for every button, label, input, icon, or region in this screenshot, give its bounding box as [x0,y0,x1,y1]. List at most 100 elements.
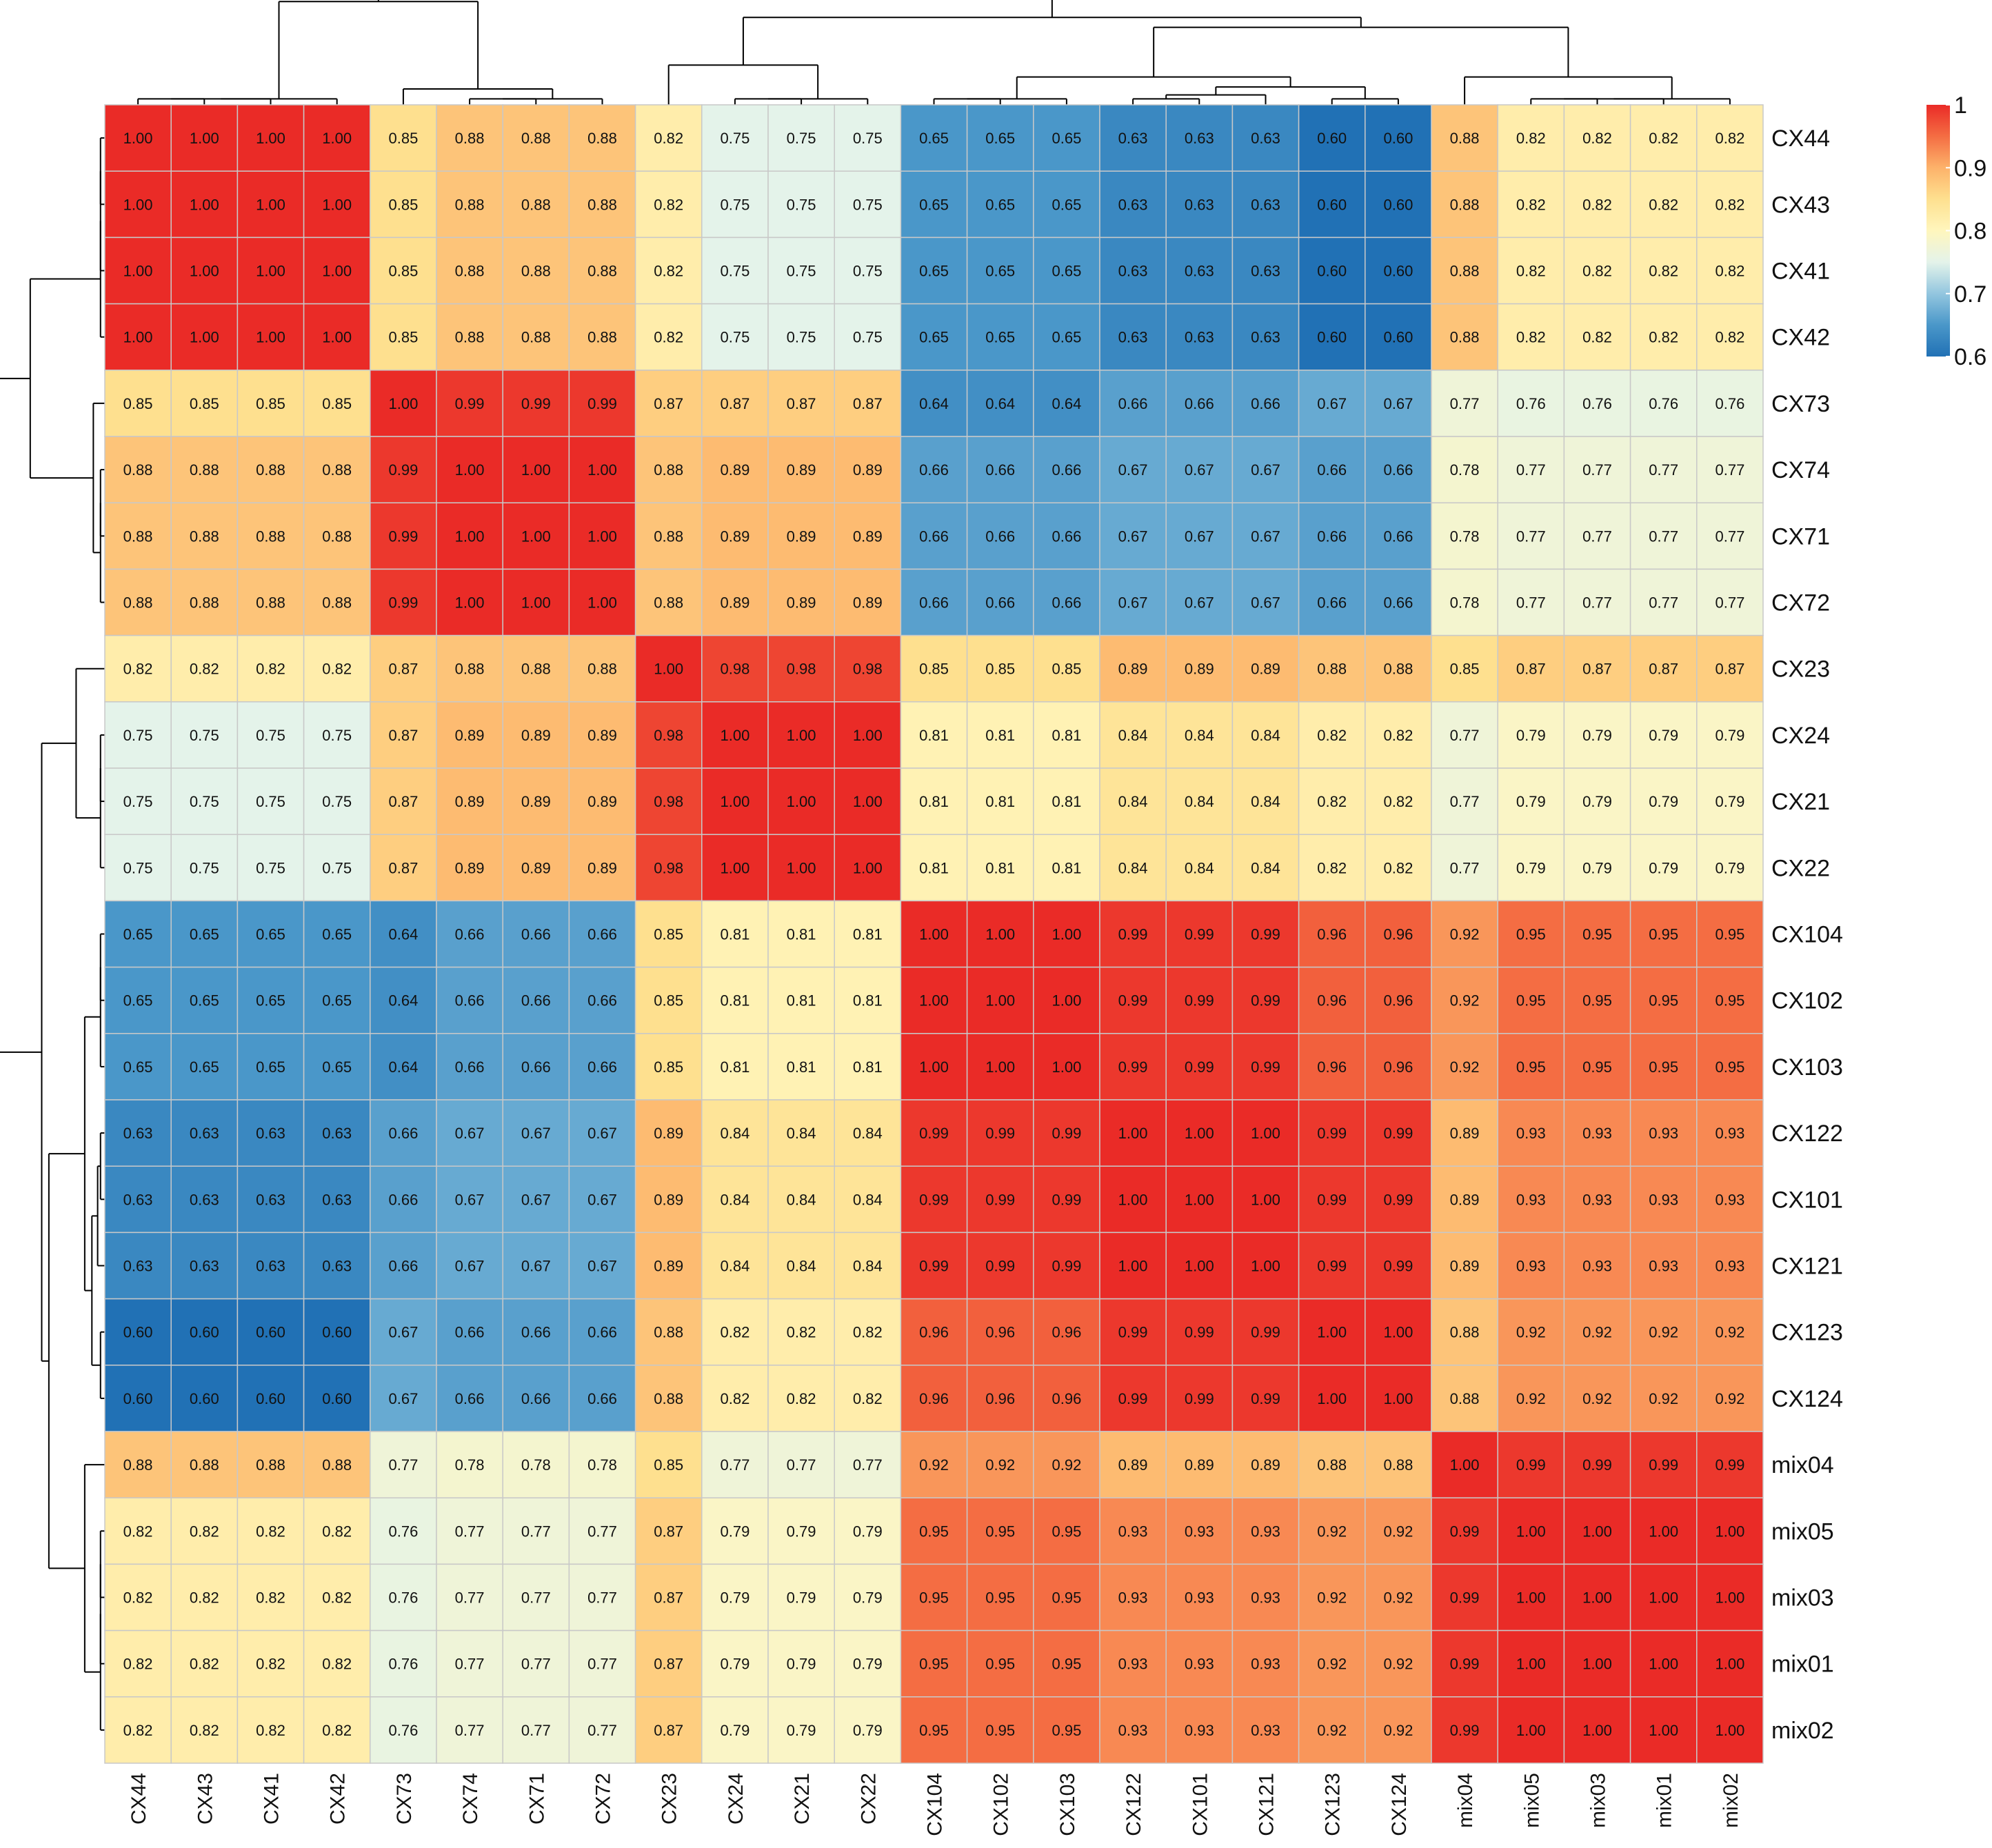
column-label: CX123 [1322,1773,1345,1836]
cell-value-label: 0.88 [1383,1456,1413,1474]
cell-value-label: 0.63 [190,1125,219,1142]
cell-value-label: 0.93 [1516,1258,1546,1275]
cell-value-label: 0.96 [919,1390,949,1407]
heatmap-cell [634,568,703,636]
cell-value-label: 0.82 [1516,196,1546,213]
row-label: CX22 [1771,855,1830,881]
cell-value-label: 0.89 [455,727,485,744]
cell-value-label: 0.77 [1450,793,1480,810]
heatmap-cell [104,1497,172,1565]
cell-value-label: 0.89 [1251,1456,1280,1474]
heatmap-cell [701,767,769,835]
cell-value-label: 0.99 [919,1258,949,1275]
heatmap-cell [370,1563,437,1631]
cell-value-label: 0.93 [1251,1656,1280,1673]
heatmap-cell [767,1298,835,1366]
heatmap-cell [170,1431,239,1498]
heatmap-cell [104,1563,172,1631]
cell-value-label: 1.00 [1251,1125,1280,1142]
cell-value-label: 0.76 [388,1722,418,1739]
heatmap-cell [1563,701,1631,769]
cell-value-label: 0.67 [388,1390,418,1407]
cell-value-label: 0.67 [587,1191,617,1208]
heatmap-cell [701,104,769,172]
cell-value-label: 1.00 [587,594,617,612]
heatmap-cell [1099,1563,1167,1631]
heatmap-cell [170,568,239,636]
heatmap-cell [1563,568,1631,636]
cell-value-label: 0.60 [1383,263,1413,280]
cell-value-label: 0.66 [919,461,949,479]
heatmap-cell [1231,966,1300,1034]
cell-value-label: 0.66 [1052,528,1081,545]
cell-value-label: 0.99 [1317,1191,1347,1208]
column-label: CX22 [857,1773,880,1825]
cell-value-label: 0.79 [720,1656,749,1673]
cell-value-label: 0.92 [919,1456,949,1474]
cell-value-label: 1.00 [1251,1191,1280,1208]
heatmap-cell [104,634,172,703]
cell-value-label: 0.89 [853,461,883,479]
cell-value-label: 0.95 [1582,1058,1612,1076]
heatmap-cell [1231,1099,1300,1167]
heatmap-cell [1431,104,1498,172]
column-label: mix03 [1587,1773,1610,1828]
cell-value-label: 1.00 [521,594,551,612]
row-dendrogram [0,137,105,1731]
heatmap-cell [900,900,968,968]
cell-value-label: 0.82 [1715,196,1744,213]
column-label: CX42 [327,1773,350,1825]
cell-value-label: 0.77 [1649,528,1678,545]
heatmap-cell [436,701,503,769]
heatmap-cell [303,1099,371,1167]
row-label: CX72 [1771,590,1830,616]
cell-value-label: 0.92 [985,1456,1015,1474]
heatmap-cell [104,1165,172,1234]
cell-value-label: 0.85 [388,329,418,346]
heatmap-cell [966,502,1034,570]
cell-value-label: 1.00 [1450,1456,1480,1474]
heatmap-cell [1231,1298,1300,1366]
heatmap-cell [900,1033,968,1101]
cell-value-label: 0.88 [1317,1456,1347,1474]
cell-value-label: 0.82 [787,1324,816,1341]
cell-value-label: 0.85 [1052,661,1081,678]
heatmap-cell [1629,1365,1698,1432]
heatmap-cell [1099,767,1167,835]
heatmap-cell [1696,1563,1764,1631]
cell-value-label: 0.84 [1251,793,1280,810]
cell-value-label: 0.77 [1715,594,1744,612]
cell-value-label: 0.99 [985,1191,1015,1208]
cell-value-label: 0.63 [123,1191,153,1208]
heatmap-cell [1629,568,1698,636]
cell-value-label: 0.77 [455,1523,485,1540]
heatmap-cell [436,966,503,1034]
cell-value-label: 0.63 [1185,130,1214,147]
heatmap-cell [104,1431,172,1498]
heatmap-cell [104,1629,172,1698]
cell-value-label: 0.81 [853,926,883,943]
cell-value-label: 0.77 [1582,594,1612,612]
cell-value-label: 0.76 [388,1523,418,1540]
cell-value-label: 0.92 [1383,1656,1413,1673]
heatmap-cell [370,1696,437,1764]
cell-value-label: 0.99 [1185,992,1214,1010]
cell-value-label: 0.99 [1450,1722,1480,1739]
cell-value-label: 0.95 [1649,926,1678,943]
cell-value-label: 1.00 [1052,992,1081,1010]
heatmap-cell [1099,502,1167,570]
heatmap-cell [1165,1033,1234,1101]
row-label: mix02 [1771,1718,1834,1744]
row-label: CX73 [1771,391,1830,417]
cell-value-label: 0.65 [322,992,352,1010]
cell-value-label: 1.00 [587,528,617,545]
heatmap-cell [1497,1232,1565,1300]
cell-value-label: 0.89 [455,859,485,876]
cell-value-label: 0.67 [521,1191,551,1208]
cell-value-label: 0.92 [1582,1324,1612,1341]
cell-value-label: 0.93 [1715,1125,1744,1142]
cell-value-label: 0.75 [123,793,153,810]
cell-value-label: 0.82 [787,1390,816,1407]
cell-value-label: 1.00 [787,793,816,810]
cell-value-label: 0.66 [1317,528,1347,545]
